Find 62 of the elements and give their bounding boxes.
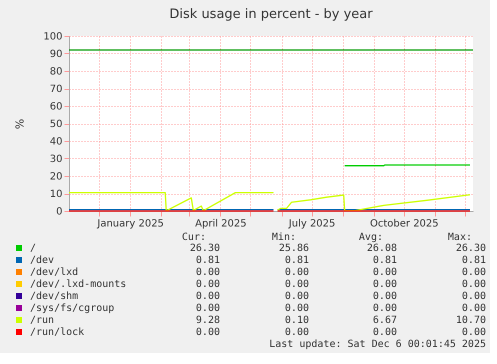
y-tick-label: 30 [50, 154, 62, 165]
legend-label: /sys/fs/cgroup [30, 303, 114, 314]
text: 0.00 [284, 327, 309, 338]
text: 26.30 [456, 243, 486, 254]
text: 0.00 [372, 279, 397, 290]
text: 0.00 [196, 303, 220, 314]
text: 0.81 [196, 255, 220, 266]
text: 0.00 [462, 267, 486, 278]
text: 25.86 [278, 243, 309, 254]
text: 0.81 [372, 255, 397, 266]
x-tick-label: July 2025 [288, 218, 336, 230]
text: 0.00 [196, 291, 220, 302]
y-axis-title: % [13, 118, 26, 130]
y-tick-label: 100 [43, 32, 62, 42]
legend-label: /dev [30, 255, 54, 266]
y-tick-label: 20 [50, 172, 62, 182]
y-tick-label: 70 [50, 84, 62, 95]
text: 0.00 [196, 327, 220, 338]
text: 0.00 [284, 303, 309, 314]
legend-label: /dev/.lxd-mounts [30, 279, 126, 290]
text: 0.00 [284, 291, 309, 302]
text: 26.30 [190, 243, 220, 254]
y-tick-label: 60 [50, 102, 62, 112]
text: 6.67 [372, 315, 397, 326]
text: 0.00 [372, 267, 397, 278]
text: 0.00 [462, 327, 486, 338]
text: 0.00 [284, 267, 309, 278]
text: 0.00 [462, 291, 486, 302]
text: 10.70 [456, 315, 486, 326]
text: 0.00 [372, 303, 397, 314]
text: 0.00 [372, 291, 397, 302]
x-tick-label: January 2025 [96, 218, 164, 230]
legend-label: / [30, 243, 36, 254]
text: 9.28 [196, 315, 220, 326]
x-tick-label: October 2025 [370, 218, 439, 230]
text: 0.00 [196, 267, 220, 278]
text: 0.00 [372, 327, 397, 338]
text: Max: [448, 232, 472, 243]
text: 0.81 [462, 255, 486, 266]
text: 0.10 [284, 315, 309, 326]
legend-label: /dev/lxd [30, 267, 78, 278]
chart-title: Disk usage in percent - by year [169, 7, 374, 22]
text: 0.00 [462, 279, 486, 290]
y-tick-label: 50 [50, 119, 62, 130]
y-tick-label: 0 [56, 206, 62, 218]
text: Last update: Sat Dec 6 00:01:45 2025 [269, 339, 486, 350]
legend-label: /dev/shm [30, 291, 78, 302]
text: Cur: [182, 232, 206, 243]
text: Avg: [358, 232, 383, 243]
text: 0.00 [284, 279, 309, 290]
x-tick-label: April 2025 [195, 218, 247, 230]
text: 0.81 [284, 255, 309, 266]
text: 0.00 [462, 303, 486, 314]
text: Min: [272, 232, 296, 243]
legend-label: /run/lock [30, 327, 84, 338]
y-tick-label: 40 [50, 136, 62, 148]
y-tick-label: 80 [50, 66, 62, 78]
text: 0.00 [196, 279, 220, 290]
text: 26.08 [366, 243, 397, 254]
y-tick-label: 90 [50, 49, 62, 60]
legend-label: /run [30, 315, 54, 326]
y-tick-label: 10 [50, 189, 62, 200]
